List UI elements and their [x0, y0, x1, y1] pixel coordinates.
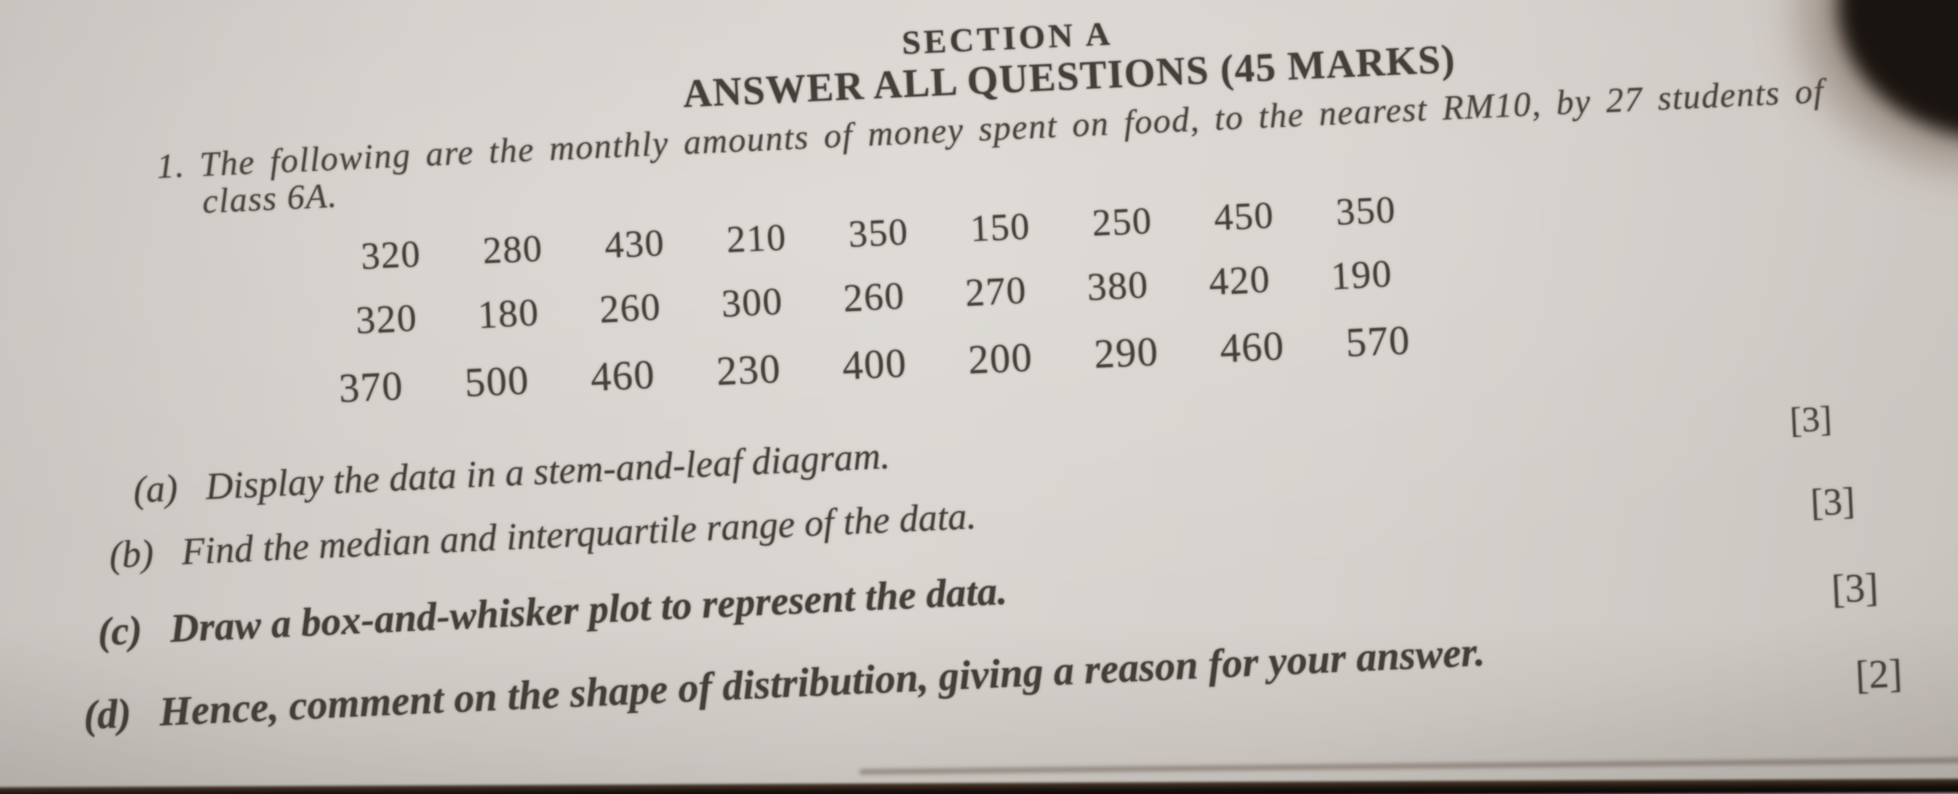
- data-value: 450: [1213, 194, 1276, 240]
- marks-badge-a: [3]: [1788, 398, 1833, 441]
- data-value: 460: [1218, 322, 1286, 371]
- data-value: 190: [1329, 252, 1394, 298]
- part-row-a: (a) Display the data in a stem-and-leaf …: [132, 434, 891, 512]
- data-value: 300: [720, 279, 784, 326]
- data-value: 570: [1344, 316, 1412, 366]
- data-value: 370: [337, 362, 405, 412]
- data-value: 320: [354, 296, 419, 343]
- part-text-d: Hence, comment on the shape of distribut…: [158, 628, 1486, 735]
- data-value: 270: [964, 268, 1028, 315]
- data-value: 150: [969, 205, 1032, 251]
- part-text-a: Display the data in a stem-and-leaf diag…: [204, 435, 891, 509]
- data-value: 230: [715, 344, 783, 394]
- data-value: 460: [589, 350, 657, 400]
- part-label-d: (d): [82, 689, 133, 738]
- part-label-c: (c): [96, 607, 144, 655]
- part-text-b: Find the median and interquartile range …: [180, 495, 978, 574]
- data-value: 400: [841, 339, 908, 389]
- data-value: 500: [463, 356, 531, 406]
- data-value: 290: [1093, 327, 1160, 377]
- data-value: 280: [481, 227, 544, 273]
- data-value: 260: [842, 274, 906, 321]
- data-value: 250: [1091, 199, 1154, 245]
- part-row-c: (c) Draw a box-and-whisker plot to repre…: [97, 567, 1008, 655]
- data-value: 260: [598, 285, 663, 332]
- data-value: 200: [967, 333, 1034, 383]
- question-number: 1.: [155, 145, 186, 187]
- data-value: 320: [360, 233, 422, 278]
- data-value: 430: [603, 222, 666, 267]
- question-intro-line2: class 6A.: [201, 175, 339, 222]
- part-label-b: (b): [108, 532, 155, 577]
- part-label-a: (a): [132, 467, 179, 512]
- data-value: 380: [1086, 263, 1150, 309]
- data-value: 420: [1208, 257, 1272, 304]
- marks-badge-c: [3]: [1830, 564, 1880, 612]
- marks-badge-d: [2]: [1854, 650, 1904, 698]
- data-value: 210: [725, 216, 788, 262]
- marks-badge-b: [3]: [1809, 480, 1856, 525]
- part-text-c: Draw a box-and-whisker plot to represent…: [169, 567, 1009, 651]
- data-value: 180: [476, 290, 541, 337]
- data-value: 350: [847, 211, 910, 256]
- data-value: 350: [1335, 188, 1397, 234]
